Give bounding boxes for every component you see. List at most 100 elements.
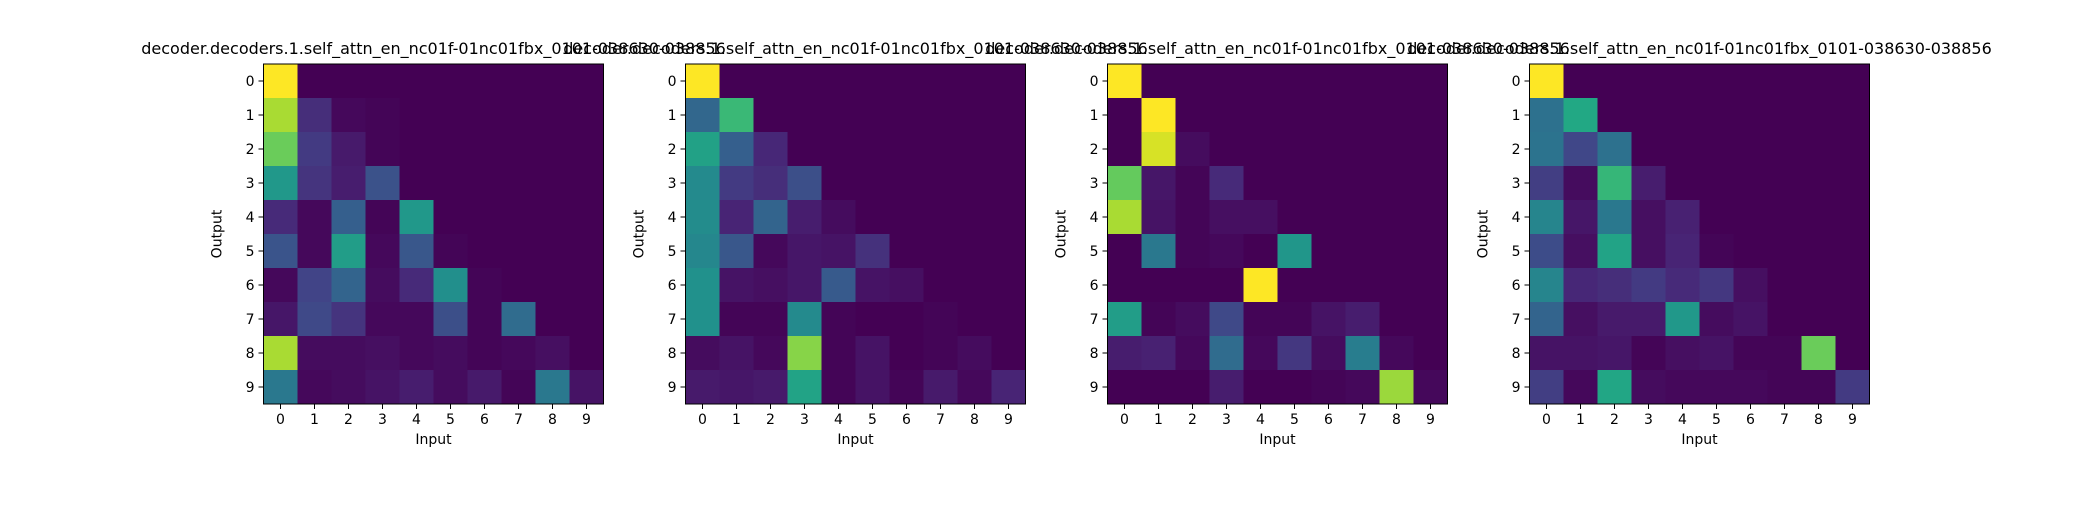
heatmap-cell-r1-c4 <box>1665 98 1700 133</box>
x-tick-label: 0 <box>276 412 285 428</box>
heatmap-cell-r0-c6 <box>1733 64 1768 99</box>
heatmap-cell-r3-c4 <box>1665 166 1700 201</box>
y-tick-label: 5 <box>246 244 255 260</box>
heatmap-cell-r1-c3 <box>365 98 400 133</box>
x-tick-label: 3 <box>1222 412 1231 428</box>
x-tick-label: 1 <box>732 412 741 428</box>
heatmap-cell-r7-c9 <box>1835 302 1870 337</box>
chart-title: decoder.decoders.1.self_attn_en_nc01f-01… <box>563 39 1148 59</box>
heatmap-cell-r9-c2 <box>1175 370 1210 405</box>
heatmap-cell-r0-c9 <box>1413 64 1448 99</box>
heatmap-cell-r4-c5 <box>1277 200 1312 235</box>
heatmap-cell-r0-c4 <box>821 64 856 99</box>
heatmap-cell-r4-c0 <box>1107 200 1142 235</box>
heatmap-cell-r6-c2 <box>331 268 366 303</box>
x-tick-label: 6 <box>902 412 911 428</box>
heatmap-cell-r0-c2 <box>753 64 788 99</box>
heatmap-cell-r7-c0 <box>263 302 298 337</box>
x-tick-label: 5 <box>868 412 877 428</box>
heatmap-cell-r8-c8 <box>535 336 570 371</box>
heatmap-cell-r4-c2 <box>331 200 366 235</box>
x-tick-label: 1 <box>1154 412 1163 428</box>
heatmap-cell-r1-c6 <box>1311 98 1346 133</box>
heatmap-cell-r8-c6 <box>1311 336 1346 371</box>
heatmap-cell-r1-c4 <box>821 98 856 133</box>
heatmap-cell-r6-c4 <box>1243 268 1278 303</box>
heatmap-cell-r9-c5 <box>433 370 468 405</box>
heatmap-cell-r1-c0 <box>263 98 298 133</box>
heatmap-cell-r4-c4 <box>821 200 856 235</box>
heatmap-cell-r5-c9 <box>1413 234 1448 269</box>
heatmap-cell-r3-c3 <box>1209 166 1244 201</box>
heatmap-cell-r0-c0 <box>1529 64 1564 99</box>
heatmap-cell-r2-c2 <box>753 132 788 167</box>
heatmap-cell-r5-c1 <box>297 234 332 269</box>
heatmap-cell-r9-c3 <box>1209 370 1244 405</box>
heatmap-cell-r8-c4 <box>1665 336 1700 371</box>
y-tick-label: 7 <box>1512 312 1521 328</box>
heatmap-cell-r9-c0 <box>1529 370 1564 405</box>
heatmap-cell-r4-c7 <box>923 200 958 235</box>
heatmap-cell-r1-c6 <box>467 98 502 133</box>
heatmap-cell-r0-c7 <box>1767 64 1802 99</box>
heatmap-cell-r6-c3 <box>365 268 400 303</box>
heatmap-cell-r7-c1 <box>719 302 754 337</box>
heatmap-cell-r8-c6 <box>1733 336 1768 371</box>
heatmap-cell-r9-c4 <box>821 370 856 405</box>
heatmap-cell-r3-c1 <box>719 166 754 201</box>
heatmap-cell-r5-c5 <box>1699 234 1734 269</box>
heatmap-cell-r6-c3 <box>787 268 822 303</box>
heatmap-cell-r4-c9 <box>1835 200 1870 235</box>
heatmap-cell-r6-c0 <box>1107 268 1142 303</box>
heatmap-cell-r5-c6 <box>467 234 502 269</box>
chart-title: decoder.decoders.1.self_attn_en_nc01f-01… <box>141 39 726 59</box>
y-tick-label: 4 <box>246 210 255 226</box>
heatmap-cell-r9-c0 <box>685 370 720 405</box>
heatmap-cell-r5-c9 <box>991 234 1026 269</box>
heatmap-cell-r3-c4 <box>821 166 856 201</box>
heatmap-cell-r1-c8 <box>1801 98 1836 133</box>
heatmap-cell-r9-c6 <box>889 370 924 405</box>
heatmap-cell-r6-c4 <box>1665 268 1700 303</box>
x-tick-label: 2 <box>1188 412 1197 428</box>
heatmap-cell-r6-c9 <box>991 268 1026 303</box>
heatmap-cell-r0-c3 <box>1209 64 1244 99</box>
axes-frame <box>1529 63 1870 405</box>
heatmap-cell-r9-c7 <box>501 370 536 405</box>
heatmap-cell-r9-c4 <box>1665 370 1700 405</box>
heatmap-cell-r5-c1 <box>719 234 754 269</box>
heatmap-cell-r3-c6 <box>467 166 502 201</box>
heatmap-cell-r0-c0 <box>1107 64 1142 99</box>
y-tick-label: 0 <box>1512 74 1521 90</box>
heatmap-cell-r4-c9 <box>991 200 1026 235</box>
heatmap-cell-r7-c4 <box>821 302 856 337</box>
heatmap-cell-r6-c7 <box>923 268 958 303</box>
heatmap-cell-r4-c9 <box>569 200 604 235</box>
heatmap-cell-r1-c4 <box>1243 98 1278 133</box>
heatmap-cell-r0-c9 <box>991 64 1026 99</box>
heatmap-cell-r4-c6 <box>1311 200 1346 235</box>
heatmap-cell-r9-c8 <box>1801 370 1836 405</box>
heatmap-cell-r5-c7 <box>1767 234 1802 269</box>
heatmap-cell-r6-c1 <box>719 268 754 303</box>
heatmap-cell-r3-c6 <box>889 166 924 201</box>
heatmap-cell-r4-c1 <box>719 200 754 235</box>
x-tick-label: 5 <box>1712 412 1721 428</box>
heatmap-cell-r2-c9 <box>569 132 604 167</box>
heatmap-cell-r7-c7 <box>1767 302 1802 337</box>
heatmap-cell-r1-c5 <box>1277 98 1312 133</box>
heatmap-cell-r9-c1 <box>297 370 332 405</box>
heatmap-cell-r2-c5 <box>433 132 468 167</box>
heatmap-cell-r4-c3 <box>787 200 822 235</box>
y-tick-label: 2 <box>1090 142 1099 158</box>
y-tick-label: 0 <box>246 74 255 90</box>
heatmap-cell-r1-c7 <box>1767 98 1802 133</box>
heatmap-cell-r5-c7 <box>923 234 958 269</box>
heatmap-cell-r2-c4 <box>399 132 434 167</box>
heatmap-cell-r2-c4 <box>1665 132 1700 167</box>
heatmap-cell-r0-c4 <box>399 64 434 99</box>
heatmap-cell-r8-c6 <box>467 336 502 371</box>
x-tick-label: 5 <box>446 412 455 428</box>
x-tick-label: 5 <box>1290 412 1299 428</box>
heatmap-cell-r9-c5 <box>1277 370 1312 405</box>
